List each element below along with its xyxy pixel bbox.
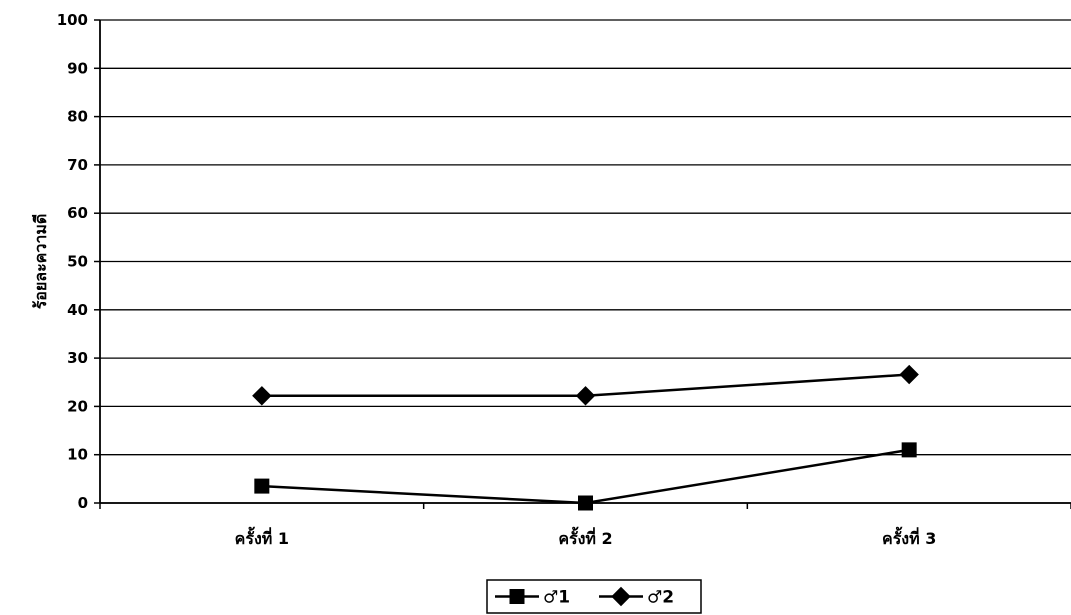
- square-marker: [578, 495, 593, 511]
- y-tick-label: 0: [78, 494, 88, 512]
- y-tick-label: 50: [67, 253, 88, 271]
- x-category-labels: ครั้งที่ 1 ครั้งที่ 2 ครั้งที่ 3: [235, 526, 937, 548]
- y-tick-label: 20: [67, 397, 88, 415]
- y-tick-label: 90: [67, 59, 88, 77]
- legend: ♂1 ♂2: [486, 579, 702, 614]
- y-tick-label: 40: [67, 301, 88, 319]
- legend-diamond-marker: [611, 586, 631, 607]
- series-line: [261, 448, 910, 505]
- y-tick-label: 10: [67, 446, 88, 464]
- y-tick-label: 70: [67, 156, 88, 174]
- diamond-marker: [575, 386, 596, 406]
- axes: [94, 19, 1071, 509]
- y-tick-label: 100: [57, 11, 88, 29]
- square-marker: [901, 442, 917, 458]
- square-marker: [254, 478, 270, 494]
- legend-label: ♂1: [543, 588, 570, 608]
- diamond-marker: [899, 364, 919, 385]
- y-axis-label: ร้อยละความดี: [31, 214, 50, 310]
- legend-square-marker: [509, 589, 525, 604]
- x-category-label: ครั้งที่ 2: [558, 526, 612, 548]
- y-tick-labels: 0 10 20 30 40 50 60 70 80 90 100: [57, 11, 88, 512]
- diamond-marker: [252, 386, 272, 406]
- y-tick-label: 60: [67, 204, 88, 222]
- series-1: [254, 442, 917, 511]
- gridlines: [100, 19, 1071, 504]
- legend-label: ♂2: [647, 588, 674, 608]
- x-category-label: ครั้งที่ 1: [235, 526, 289, 548]
- series-2: [252, 364, 919, 406]
- y-tick-label: 80: [67, 108, 88, 126]
- series-group: [252, 364, 919, 511]
- y-tick-label: 30: [67, 349, 88, 367]
- x-category-label: ครั้งที่ 3: [882, 526, 936, 548]
